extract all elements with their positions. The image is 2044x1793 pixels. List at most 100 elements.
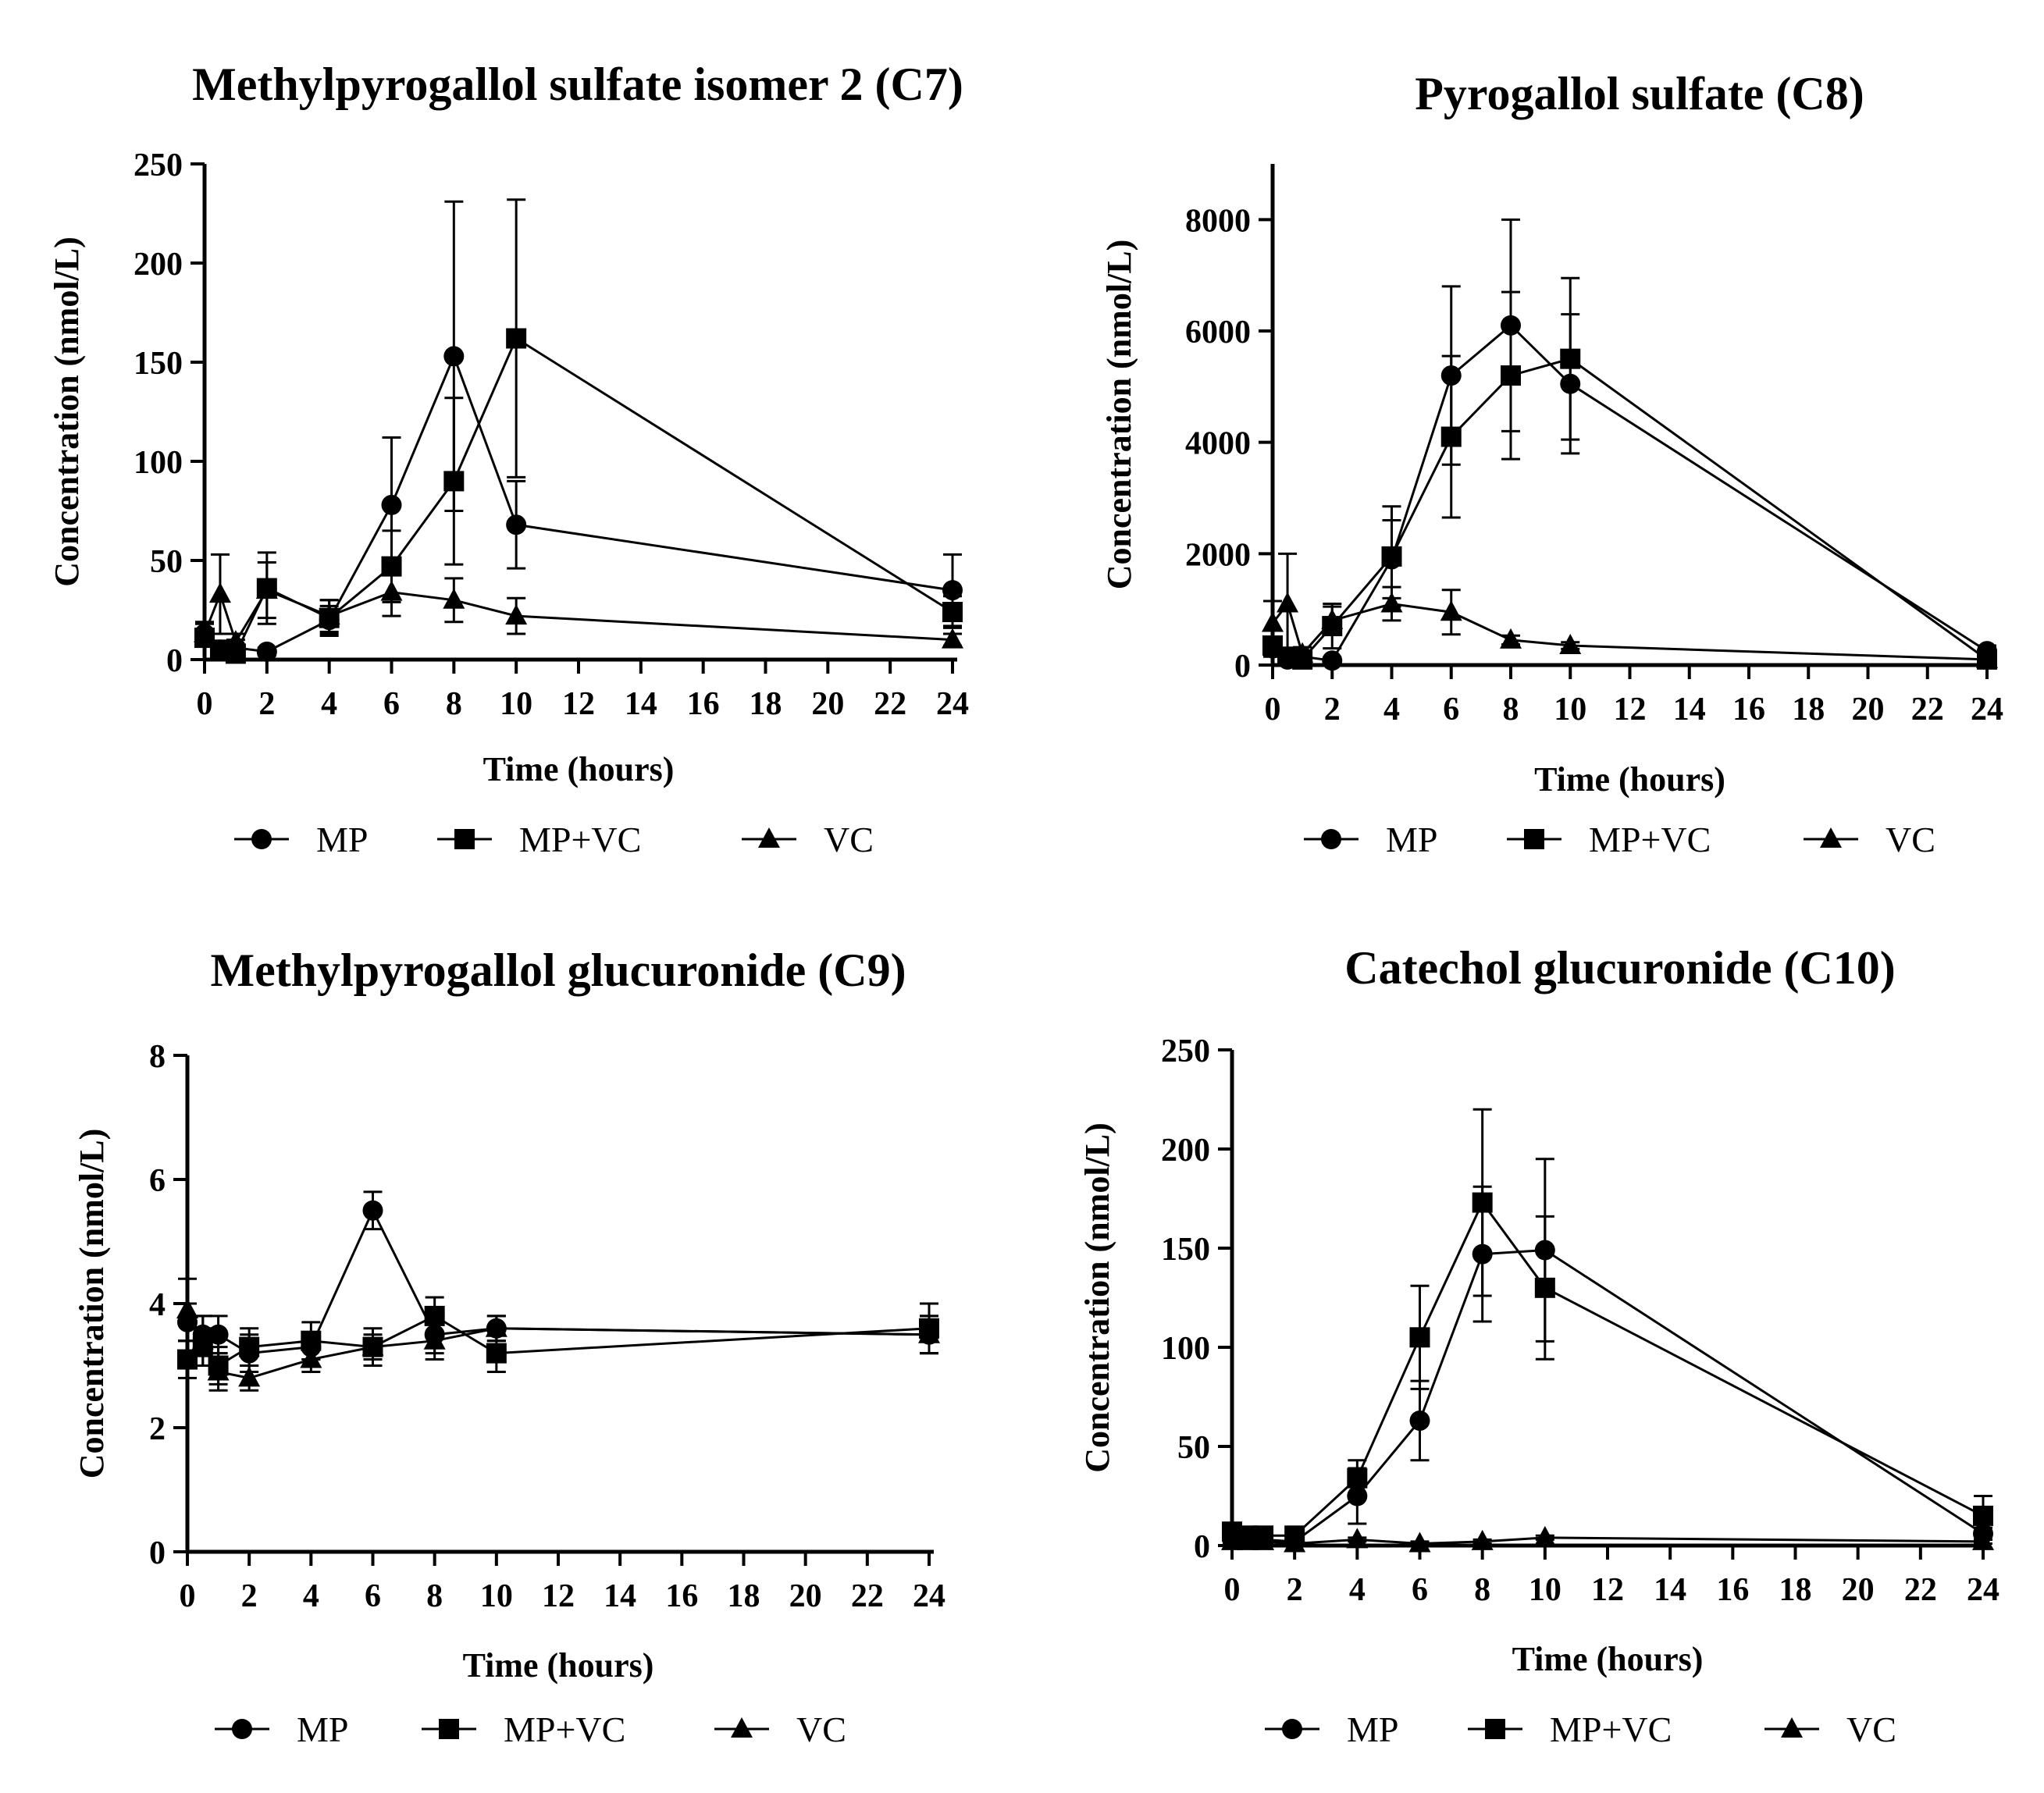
data-point [1972,1529,1994,1550]
x-tick-label: 4 [303,1578,319,1614]
y-axis-label: Concentration (nmol/L) [1100,240,1138,590]
y-tick-label: 2 [149,1411,166,1447]
x-axis-label: Time (hours) [1534,760,1725,799]
data-point [1534,1277,1555,1298]
x-tick-label: 0 [1224,1572,1241,1608]
chart-title: Methylpyrogallol sulfate isomer 2 (C7) [192,59,963,110]
y-tick-label: 8000 [1185,203,1251,239]
legend-marker [454,829,475,849]
x-tick-label: 0 [1265,692,1281,728]
series-mp [177,1190,939,1373]
legend: MP MP+VC VC [1265,1709,1896,1749]
x-tick-label: 4 [1349,1572,1366,1608]
chart-panel-c10: Catechol glucuronide (C10)05010015020025… [1078,942,1999,1749]
y-axis-label: Concentration (nmol/L) [48,237,86,587]
series-line [187,1315,930,1368]
data-point [318,604,340,625]
series-line [204,336,953,656]
x-tick-label: 6 [365,1578,381,1614]
data-point [191,1329,214,1350]
chart-panel-c8: Pyrogallol sulfate (C8) 0 2000 4000 6000 8000… [1100,68,2003,859]
series-line [203,353,953,653]
series-vc [194,553,963,651]
legend-marker [731,1717,753,1738]
series-line [1272,358,1988,661]
chart-title: Catechol glucuronide (C10) [1344,942,1896,994]
x-tick-label: 20 [789,1578,822,1614]
legend-label: MP [1347,1709,1398,1749]
series-vc [1221,1525,1994,1553]
data-point [194,621,215,642]
x-tick-label: 2 [1324,692,1341,728]
chart-title: Pyrogallol sulfate (C8) [1415,68,1864,119]
chart-title: Methylpyrogallol glucuronide (C9) [210,945,906,996]
y-tick-label: 0 [1234,649,1251,685]
data-point [942,628,963,649]
legend-label: MP+VC [1550,1709,1672,1749]
legend: MP MP+VC VC [215,1709,846,1749]
x-axis-label: Time (hours) [483,750,675,788]
x-tick-label: 12 [1614,692,1647,728]
legend-label: MP [316,820,368,859]
x-tick-label: 16 [1716,1572,1749,1608]
data-point [918,1322,940,1343]
x-tick-label: 6 [1412,1572,1428,1608]
series-mp-plus-vc [177,1296,939,1386]
data-point [208,582,231,603]
data-point [1277,592,1299,613]
data-point [176,1297,198,1318]
data-point [1262,611,1284,632]
legend-label: MP [1386,820,1437,859]
y-tick-label: 100 [1161,1331,1210,1367]
data-point [1380,592,1403,613]
data-point [238,1366,261,1387]
legend-label: VC [824,820,874,859]
x-tick-label: 16 [1732,692,1765,728]
x-tick-label: 8 [426,1578,443,1614]
legend-marker [1282,1719,1302,1739]
series-line [1272,323,1988,662]
data-point [1409,1327,1430,1348]
x-tick-label: 24 [1967,1572,1999,1608]
data-point [1346,1528,1369,1549]
series-mp [1262,218,1997,671]
x-tick-label: 4 [1383,692,1400,728]
series-line [186,1309,930,1379]
series-line [1231,1249,1984,1543]
legend-marker [1321,829,1341,849]
data-point [300,1347,322,1368]
x-tick-label: 0 [180,1578,196,1614]
y-tick-label: 50 [150,544,183,580]
series-vc [1262,552,1998,668]
x-tick-label: 14 [604,1578,636,1614]
legend-label: MP+VC [1589,820,1711,859]
x-tick-label: 14 [625,686,657,722]
x-axis-label: Time (hours) [463,1646,654,1684]
y-tick-label: 250 [134,148,183,183]
data-point [1976,647,1998,668]
series-line [203,589,953,645]
x-tick-label: 20 [811,686,844,722]
y-tick-label: 0 [1194,1529,1210,1565]
x-tick-label: 22 [874,686,906,722]
x-tick-label: 12 [562,686,595,722]
legend-marker [758,827,780,848]
data-point [1291,642,1314,663]
y-tick-label: 6 [149,1163,166,1199]
y-axis-label: Concentration (nmol/L) [73,1129,111,1479]
data-point [486,1343,507,1364]
y-tick-label: 6000 [1185,315,1251,350]
chart-panel-c7: Methylpyrogallol sulfate isomer 2 (C7) 0 5… [48,59,969,859]
data-point [1322,650,1343,671]
x-tick-label: 16 [687,686,720,722]
legend-marker [251,829,272,849]
x-tick-label: 12 [542,1578,575,1614]
data-point [256,641,277,662]
data-point [1560,348,1581,369]
legend-label: MP [297,1709,348,1749]
data-point [1252,1529,1275,1550]
x-tick-label: 2 [241,1578,258,1614]
data-point [1381,546,1402,567]
y-tick-label: 150 [1161,1232,1210,1268]
x-tick-label: 20 [1842,1572,1875,1608]
